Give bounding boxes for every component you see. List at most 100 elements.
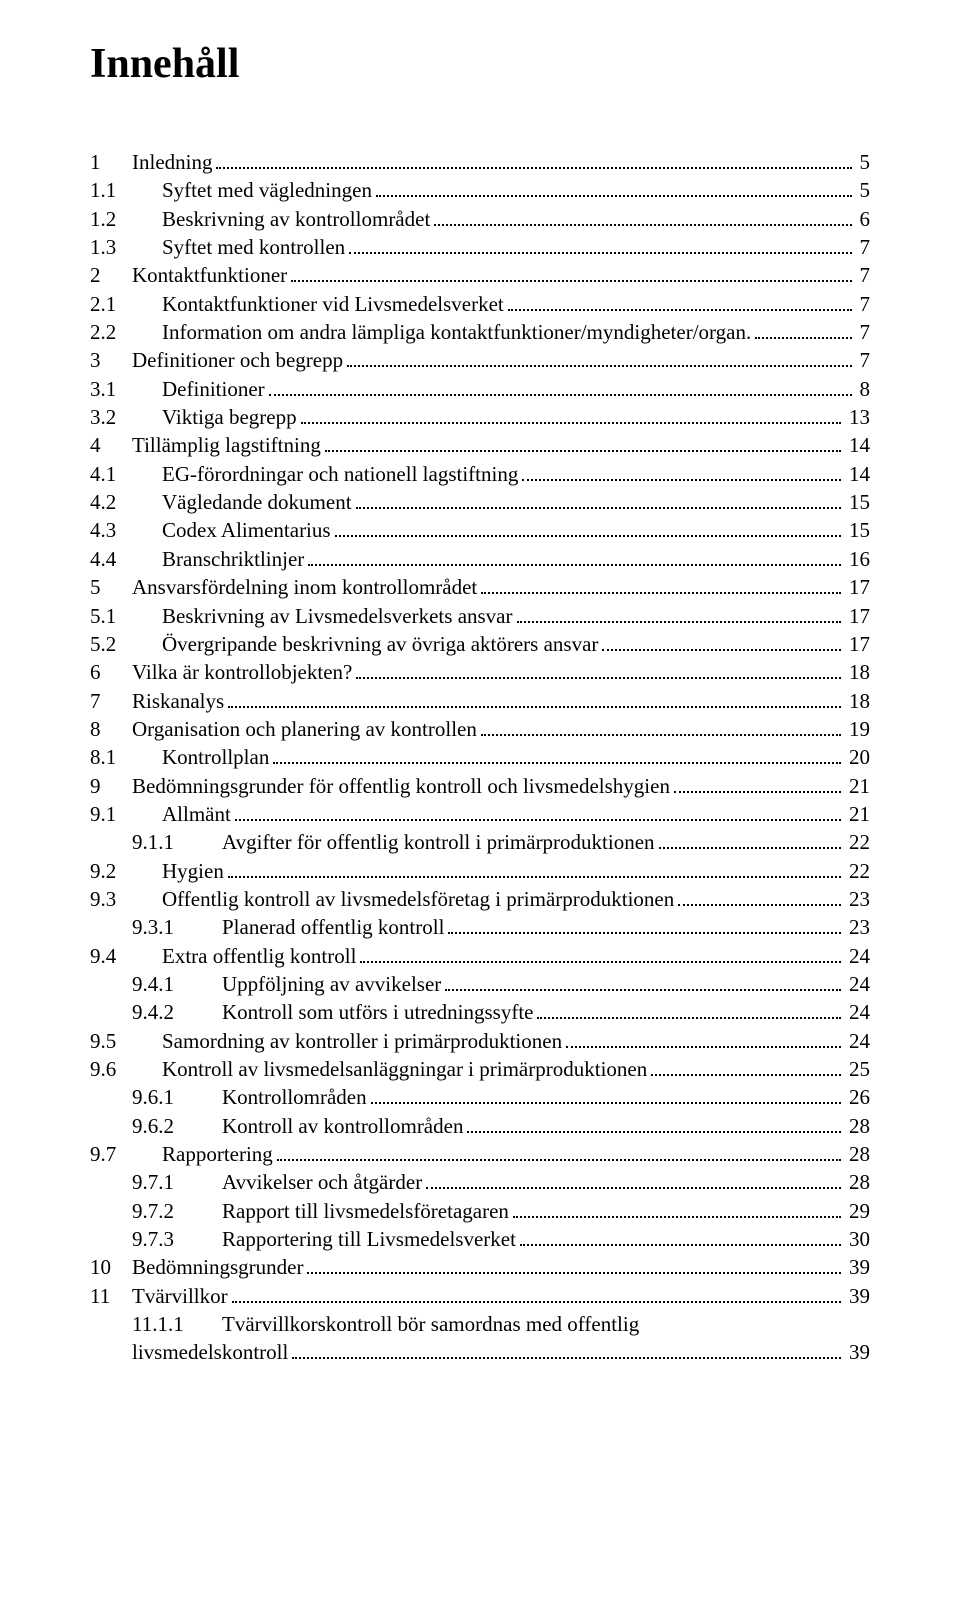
toc-entry: 4.4Branschriktlinjer16 xyxy=(90,545,870,573)
toc-entry-number: 8.1 xyxy=(90,743,162,771)
toc-entry-page: 7 xyxy=(856,261,871,289)
toc-entry: 1.2Beskrivning av kontrollområdet6 xyxy=(90,205,870,233)
toc-entry-page: 6 xyxy=(856,205,871,233)
toc-entry: 1.3Syftet med kontrollen7 xyxy=(90,233,870,261)
toc-entry-number: 9.1.1 xyxy=(132,828,222,856)
toc-entry-page: 28 xyxy=(845,1112,870,1140)
toc-dot-leader xyxy=(566,1037,841,1048)
toc-dot-leader xyxy=(301,414,841,425)
toc-dot-leader xyxy=(235,810,841,821)
toc-entry-label: Kontrollområden xyxy=(222,1083,367,1111)
toc-entry-page: 22 xyxy=(845,857,870,885)
toc-entry-number: 5.1 xyxy=(90,602,162,630)
toc-dot-leader xyxy=(307,1264,841,1275)
toc-entry: 9.5Samordning av kontroller i primärprod… xyxy=(90,1027,870,1055)
toc-entry-number: 9.1 xyxy=(90,800,162,828)
toc-entry-page: 26 xyxy=(845,1083,870,1111)
toc-entry-number: 1 xyxy=(90,148,132,176)
toc-entry-label: Information om andra lämpliga kontaktfun… xyxy=(162,318,751,346)
toc-entry-number: 4.2 xyxy=(90,488,162,516)
toc-dot-leader xyxy=(513,1207,841,1218)
toc-entry-label: Tillämplig lagstiftning xyxy=(132,431,321,459)
toc-entry-number: 11 xyxy=(90,1282,132,1310)
toc-entry-label: Avgifter för offentlig kontroll i primär… xyxy=(222,828,655,856)
toc-dot-leader xyxy=(517,612,842,623)
toc-entry: 3.2Viktiga begrepp13 xyxy=(90,403,870,431)
toc-entry-number: 9.7.3 xyxy=(132,1225,222,1253)
toc-dot-leader xyxy=(360,952,841,963)
toc-dot-leader xyxy=(376,187,852,198)
toc-entry: 3.1Definitioner8 xyxy=(90,375,870,403)
toc-entry: 9Bedömningsgrunder för offentlig kontrol… xyxy=(90,772,870,800)
toc-entry-number: 9.7 xyxy=(90,1140,162,1168)
toc-entry-page: 23 xyxy=(845,885,870,913)
toc-dot-leader xyxy=(308,555,841,566)
toc-dot-leader xyxy=(277,1151,841,1162)
toc-entry-label: Kontroll av kontrollområden xyxy=(222,1112,463,1140)
toc-dot-leader xyxy=(602,640,841,651)
toc-entry-label: Rapportering xyxy=(162,1140,273,1168)
toc-dot-leader xyxy=(481,584,841,595)
toc-entry-page: 15 xyxy=(845,488,870,516)
toc-entry-page: 28 xyxy=(845,1168,870,1196)
toc-entry-label: Allmänt xyxy=(162,800,231,828)
toc-entry-page: 22 xyxy=(845,828,870,856)
toc-entry: 11.1.1Tvärvillkorskontroll bör samordnas… xyxy=(90,1310,870,1338)
toc-entry-page: 5 xyxy=(856,176,871,204)
toc-dot-leader xyxy=(216,159,851,170)
toc-entry: 3Definitioner och begrepp7 xyxy=(90,346,870,374)
toc-entry: 2.2Information om andra lämpliga kontakt… xyxy=(90,318,870,346)
toc-dot-leader xyxy=(481,725,841,736)
toc-entry-label: Viktiga begrepp xyxy=(162,403,297,431)
toc-entry-page: 16 xyxy=(845,545,870,573)
toc-entry-page: 24 xyxy=(845,1027,870,1055)
toc-entry-page: 24 xyxy=(845,942,870,970)
toc-entry-label: Övergripande beskrivning av övriga aktör… xyxy=(162,630,598,658)
toc-dot-leader xyxy=(273,754,841,765)
toc-dot-leader xyxy=(228,697,841,708)
toc-dot-leader xyxy=(356,669,841,680)
toc-entry-label: Definitioner xyxy=(162,375,265,403)
toc-entry-label: Kontaktfunktioner vid Livsmedelsverket xyxy=(162,290,504,318)
toc-entry-number: 9.6 xyxy=(90,1055,162,1083)
toc-entry: 4.2Vägledande dokument15 xyxy=(90,488,870,516)
toc-dot-leader xyxy=(291,272,851,283)
toc-entry-label: Tvärvillkor xyxy=(132,1282,228,1310)
toc-dot-leader xyxy=(356,499,841,510)
toc-entry-label: Bedömningsgrunder för offentlig kontroll… xyxy=(132,772,670,800)
toc-entry-page: 17 xyxy=(845,602,870,630)
toc-entry-number: 3 xyxy=(90,346,132,374)
toc-entry: 11Tvärvillkor39 xyxy=(90,1282,870,1310)
toc-entry-number: 3.2 xyxy=(90,403,162,431)
toc-entry-label: Samordning av kontroller i primärprodukt… xyxy=(162,1027,562,1055)
toc-entry-page: 39 xyxy=(845,1338,870,1366)
toc-entry-number: 9.6.2 xyxy=(132,1112,222,1140)
toc-dot-leader xyxy=(325,442,841,453)
toc-entry-page: 7 xyxy=(856,233,871,261)
toc-dot-leader xyxy=(537,1009,841,1020)
toc-entry-label: Bedömningsgrunder xyxy=(132,1253,303,1281)
toc-entry-number: 9.5 xyxy=(90,1027,162,1055)
toc-entry-number: 5.2 xyxy=(90,630,162,658)
toc-entry-page: 18 xyxy=(845,687,870,715)
toc-entry-page: 25 xyxy=(845,1055,870,1083)
toc-dot-leader xyxy=(232,1292,841,1303)
toc-entry: 9.3Offentlig kontroll av livsmedelsföret… xyxy=(90,885,870,913)
toc-entry-label: Tvärvillkorskontroll bör samordnas med o… xyxy=(222,1310,639,1338)
toc-entry-page: 7 xyxy=(856,318,871,346)
toc-entry: 8Organisation och planering av kontrolle… xyxy=(90,715,870,743)
toc-entry: 5.2Övergripande beskrivning av övriga ak… xyxy=(90,630,870,658)
toc-entry-label: Beskrivning av Livsmedelsverkets ansvar xyxy=(162,602,513,630)
toc-entry: 9.4Extra offentlig kontroll24 xyxy=(90,942,870,970)
toc-entry-label: Syftet med kontrollen xyxy=(162,233,345,261)
toc-entry: 9.6Kontroll av livsmedelsanläggningar i … xyxy=(90,1055,870,1083)
toc-dot-leader xyxy=(434,215,851,226)
toc-dot-leader xyxy=(426,1179,841,1190)
toc-entry-label: Riskanalys xyxy=(132,687,224,715)
toc-entry: 1Inledning5 xyxy=(90,148,870,176)
toc-entry: 1.1Syftet med vägledningen5 xyxy=(90,176,870,204)
toc-entry-page: 20 xyxy=(845,743,870,771)
toc-dot-leader xyxy=(522,470,841,481)
toc-dot-leader xyxy=(674,782,841,793)
toc-entry-label: Inledning xyxy=(132,148,212,176)
